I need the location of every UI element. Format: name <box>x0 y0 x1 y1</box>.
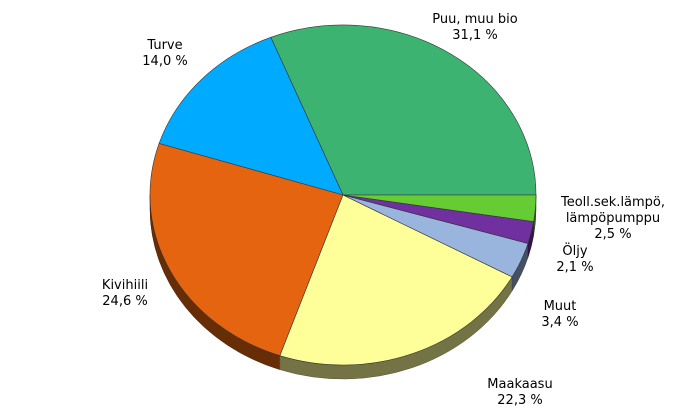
pie-slices <box>149 24 537 366</box>
slice <box>158 36 344 196</box>
slice-label: Puu, muu bio 31,1 % <box>432 12 517 43</box>
slice <box>342 194 537 222</box>
slice-label: Muut 3,4 % <box>541 299 578 330</box>
slice-label: Teoll.sek.lämpö, lämpöpumppu 2,5 % <box>560 195 665 242</box>
pie-labels: Puu, muu bio 31,1 % Turve 14,0 % Kivihiili 24… <box>102 12 665 408</box>
slice <box>270 24 537 196</box>
slice-label: Öljy 2,1 % <box>556 242 593 275</box>
slice <box>149 143 344 357</box>
slice-label: Turve 14,0 % <box>142 38 187 69</box>
slice-label: Kivihiili 24,6 % <box>102 278 148 309</box>
slice-label: Maakaasu 22,3 % <box>487 377 552 408</box>
slice <box>279 194 513 366</box>
